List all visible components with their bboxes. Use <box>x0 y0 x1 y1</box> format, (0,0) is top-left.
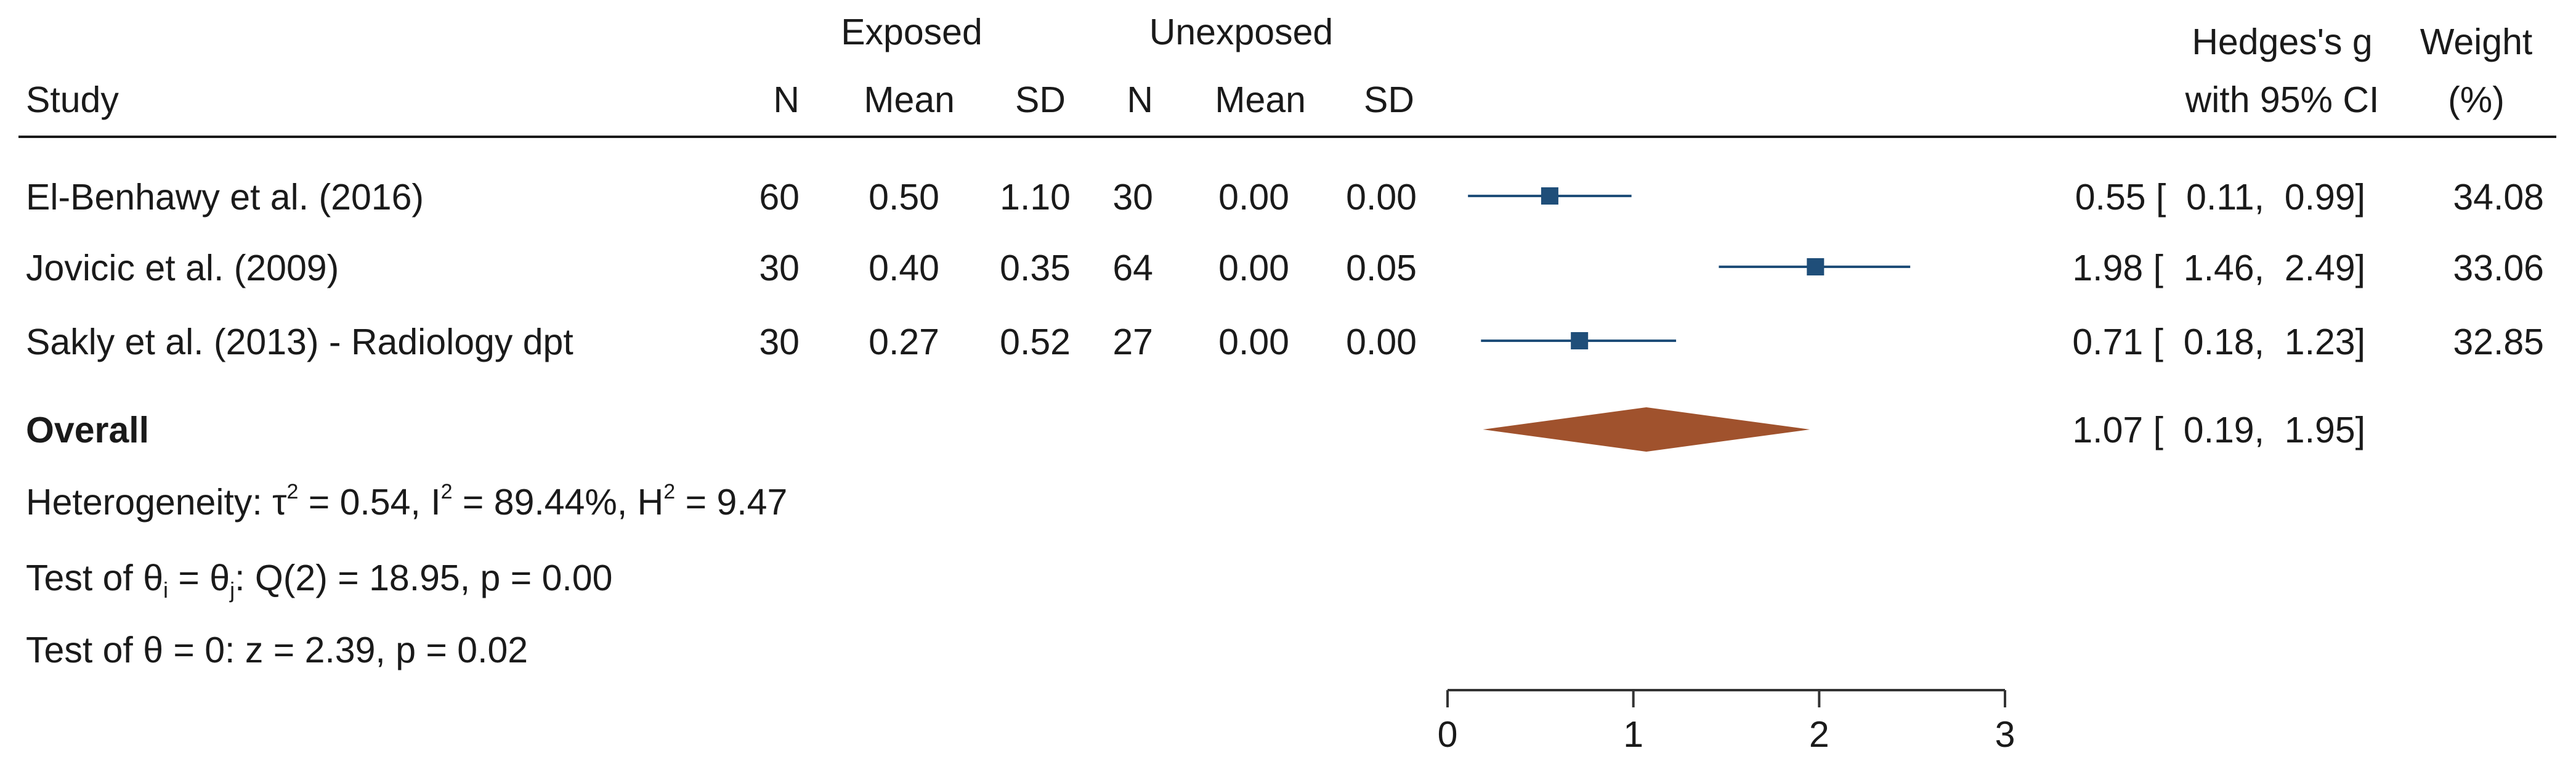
exposed-group-header: Exposed <box>841 12 982 52</box>
study-row: Jovicic et al. (2009) 30 0.40 0.35 64 0.… <box>26 248 2544 288</box>
unexposed-sd-header: SD <box>1364 79 1414 120</box>
study-column-header: Study <box>26 79 119 120</box>
weight-header-line2: (%) <box>2448 79 2505 120</box>
effect-ci: 0.71 [ 0.18, 1.23] <box>2072 322 2365 362</box>
overall-label: Overall <box>26 410 149 450</box>
exposed-sd-header: SD <box>1015 79 1066 120</box>
exposed-n: 60 <box>759 177 800 218</box>
study-weight: 33.06 <box>2453 248 2544 288</box>
study-rows: El-Benhawy et al. (2016) 60 0.50 1.10 30… <box>26 177 2544 362</box>
study-point-marker <box>1807 258 1825 275</box>
plot-marks <box>1468 187 1911 452</box>
exposed-n: 30 <box>759 322 800 362</box>
overall-diamond <box>1483 407 1810 452</box>
exposed-mean-header: Mean <box>864 79 955 120</box>
study-name: El-Benhawy et al. (2016) <box>26 177 424 218</box>
study-weight: 32.85 <box>2453 322 2544 362</box>
exposed-mean: 0.40 <box>869 248 939 288</box>
study-row: Sakly et al. (2013) - Radiology dpt 30 0… <box>26 322 2544 362</box>
unexposed-n-header: N <box>1127 79 1153 120</box>
effect-header-line1: Hedges's g <box>2192 22 2372 62</box>
x-axis: 0 1 2 3 <box>1438 689 2015 755</box>
exposed-sd: 0.52 <box>1000 322 1071 362</box>
effect-header-line2: with 95% CI <box>2185 79 2380 120</box>
unexposed-mean: 0.00 <box>1218 322 1289 362</box>
study-point-marker <box>1541 187 1558 205</box>
study-point-marker <box>1571 332 1589 349</box>
exposed-sd: 1.10 <box>1000 177 1071 218</box>
x-axis-tick-label: 2 <box>1809 714 1829 755</box>
exposed-n: 30 <box>759 248 800 288</box>
effect-ci: 0.55 [ 0.11, 0.99] <box>2075 177 2365 218</box>
unexposed-sd: 0.05 <box>1346 248 1417 288</box>
unexposed-mean: 0.00 <box>1218 177 1289 218</box>
exposed-mean: 0.50 <box>869 177 939 218</box>
test-homogeneity: Test of θi = θj: Q(2) = 18.95, p = 0.00 <box>26 558 612 603</box>
test-zero: Test of θ = 0: z = 2.39, p = 0.02 <box>26 630 528 670</box>
x-axis-tick-label: 0 <box>1438 714 1458 755</box>
x-axis-tick-label: 1 <box>1623 714 1643 755</box>
unexposed-n: 30 <box>1112 177 1153 218</box>
unexposed-sd: 0.00 <box>1346 322 1417 362</box>
exposed-sd: 0.35 <box>1000 248 1071 288</box>
unexposed-mean-header: Mean <box>1215 79 1306 120</box>
unexposed-n: 27 <box>1112 322 1153 362</box>
unexposed-n: 64 <box>1112 248 1153 288</box>
unexposed-mean: 0.00 <box>1218 248 1289 288</box>
heterogeneity-stats: Heterogeneity: τ2 = 0.54, I2 = 89.44%, H… <box>26 480 787 523</box>
study-name: Sakly et al. (2013) - Radiology dpt <box>26 322 573 362</box>
study-weight: 34.08 <box>2453 177 2544 218</box>
weight-header-line1: Weight <box>2420 22 2533 62</box>
overall-effect-ci: 1.07 [ 0.19, 1.95] <box>2072 410 2365 450</box>
exposed-mean: 0.27 <box>869 322 939 362</box>
exposed-n-header: N <box>773 79 800 120</box>
unexposed-group-header: Unexposed <box>1149 12 1334 52</box>
effect-ci: 1.98 [ 1.46, 2.49] <box>2072 248 2365 288</box>
study-name: Jovicic et al. (2009) <box>26 248 339 288</box>
study-row: El-Benhawy et al. (2016) 60 0.50 1.10 30… <box>26 177 2544 218</box>
x-axis-tick-label: 3 <box>1995 714 2015 755</box>
unexposed-sd: 0.00 <box>1346 177 1417 218</box>
